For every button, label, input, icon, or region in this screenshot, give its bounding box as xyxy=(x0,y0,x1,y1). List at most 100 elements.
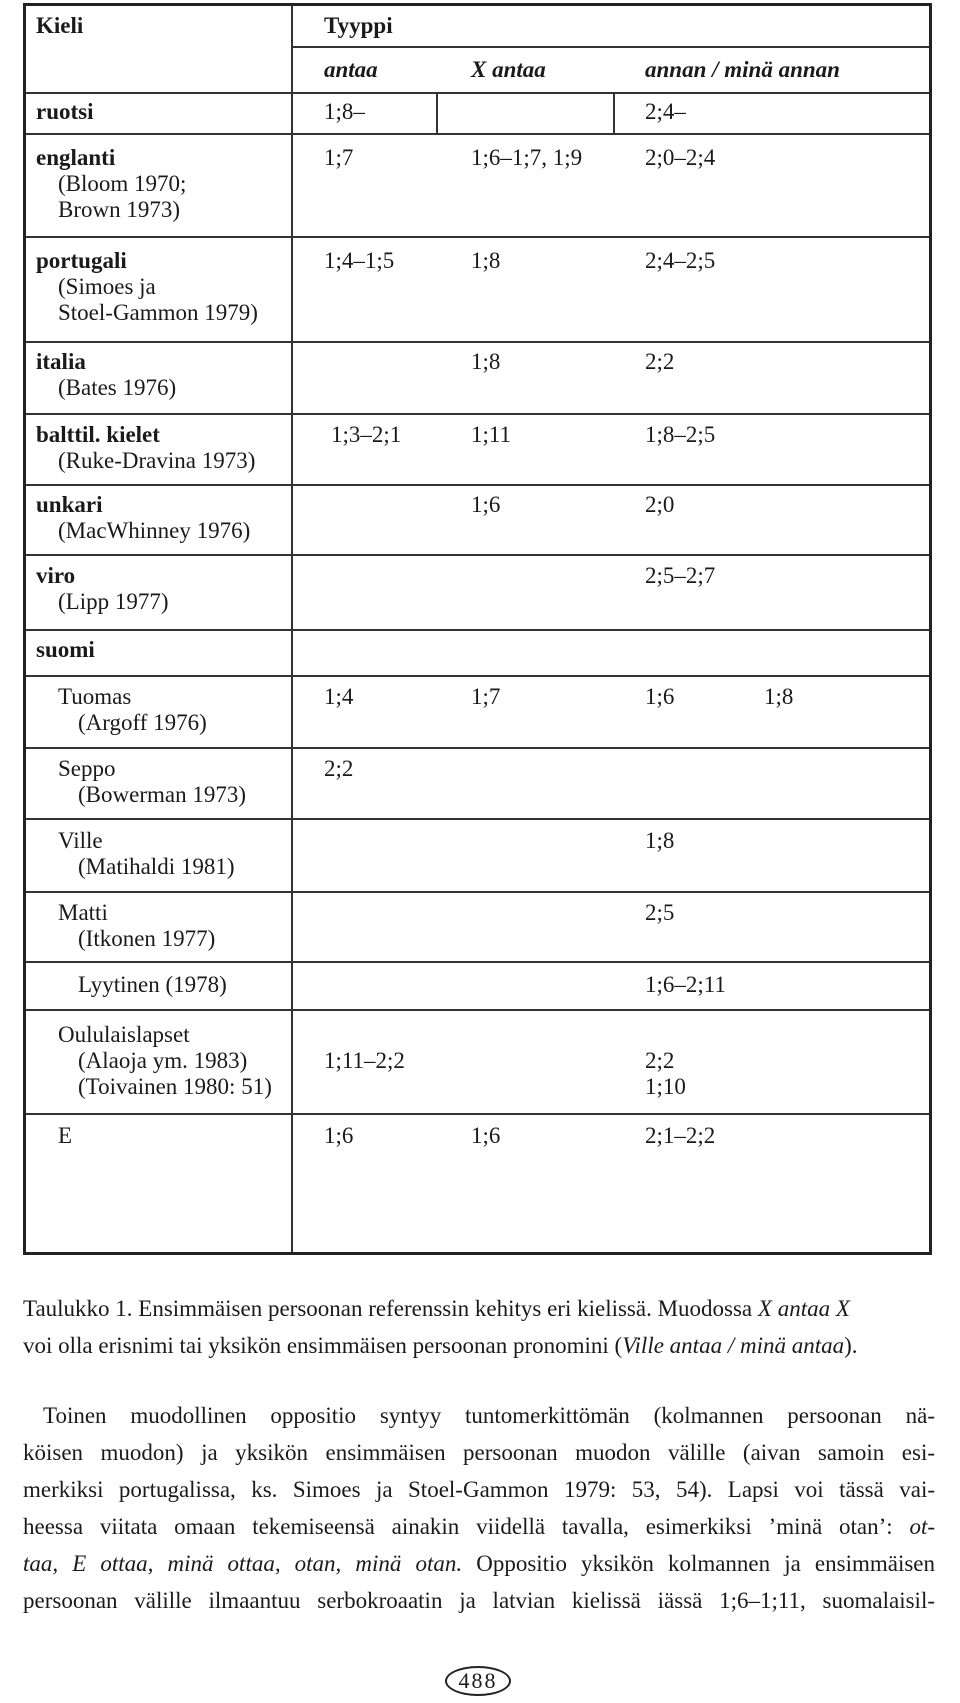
value-antaa: 1;3–2;1 xyxy=(331,422,402,447)
paragraph-text: Oppositio yksikön kolmannen ja ensimmäis… xyxy=(462,1551,935,1576)
lang-label: italia xyxy=(36,349,86,374)
value-antaa: 1;6 xyxy=(324,1123,354,1148)
row-divider xyxy=(26,92,929,94)
header-type: Tyyppi xyxy=(324,13,393,38)
row-divider xyxy=(26,1009,929,1011)
value-antaa: 2;2 xyxy=(324,756,354,781)
row-divider xyxy=(26,341,929,343)
paragraph-line: merkiksi portugalissa, ks. Simoes ja Sto… xyxy=(23,1477,935,1502)
child-name: Tuomas xyxy=(58,684,132,709)
page-number: 488 xyxy=(445,1666,511,1696)
value-annan: 2;1–2;2 xyxy=(645,1123,716,1148)
column-divider xyxy=(613,94,615,134)
caption-text: ). xyxy=(844,1333,858,1358)
row-divider xyxy=(26,961,929,963)
lang-label: portugali xyxy=(36,248,127,273)
value-x-antaa: 1;11 xyxy=(471,422,512,447)
value-x-antaa: 1;6 xyxy=(471,1123,501,1148)
child-name: Lyytinen (1978) xyxy=(78,972,227,997)
citation: (Matihaldi 1981) xyxy=(78,854,235,879)
paragraph-italic: taa, E ottaa, minä ottaa, otan, minä ota… xyxy=(23,1551,463,1576)
lang-label: viro xyxy=(36,563,76,588)
row-divider xyxy=(26,133,929,135)
citation: Brown 1973) xyxy=(58,197,181,222)
caption-line: voi olla erisnimi tai yksikön ensimmäise… xyxy=(23,1327,935,1364)
lang-label: unkari xyxy=(36,492,103,517)
child-name: Matti xyxy=(58,900,108,925)
row-divider xyxy=(26,629,929,631)
value-annan: 1;8–2;5 xyxy=(645,422,716,447)
subheader-antaa: antaa xyxy=(324,57,378,82)
lang-label: ruotsi xyxy=(36,99,94,124)
row-divider xyxy=(26,891,929,893)
paragraph-line: persoonan välille ilmaantuu serbokroaati… xyxy=(23,1588,935,1613)
paragraph-line: Toinen muodollinen oppositio syntyy tunt… xyxy=(43,1403,935,1428)
value-annan: 2;5 xyxy=(645,900,675,925)
value-annan: 2;0–2;4 xyxy=(645,145,716,170)
citation: (MacWhinney 1976) xyxy=(58,518,251,543)
paragraph-line: heessa viitata omaan tekemiseensä ainaki… xyxy=(23,1508,935,1545)
value-antaa: 1;4–1;5 xyxy=(324,248,395,273)
row-divider xyxy=(26,484,929,486)
paragraph-line: taa, E ottaa, minä ottaa, otan, minä ota… xyxy=(23,1545,935,1582)
row-divider xyxy=(26,1113,929,1115)
table-caption: Taulukko 1. Ensimmäisen persoonan refere… xyxy=(23,1290,935,1364)
paragraph-italic: ot- xyxy=(909,1514,935,1539)
value-annan: 1;8 xyxy=(645,828,675,853)
value-x-antaa: 1;6 xyxy=(471,492,501,517)
caption-italic: Ville antaa / minä antaa xyxy=(622,1333,845,1358)
value-x-antaa: 1;7 xyxy=(471,684,501,709)
subheader-annan: annan / minä annan xyxy=(645,57,840,82)
row-divider xyxy=(291,46,929,48)
citation: (Toivainen 1980: 51) xyxy=(78,1074,272,1099)
paragraph-line: köisen muodon) ja yksikön ensimmäisen pe… xyxy=(23,1440,935,1465)
lang-label: englanti xyxy=(36,145,116,170)
value-annan: 2;4–2;5 xyxy=(645,248,716,273)
value-minae-annan: 1;8 xyxy=(764,684,794,709)
row-divider xyxy=(26,818,929,820)
citation: (Ruke-Dravina 1973) xyxy=(58,448,256,473)
lang-label: balttil. kielet xyxy=(36,422,160,447)
value-antaa: 1;4 xyxy=(324,684,354,709)
value-annan: 2;5–2;7 xyxy=(645,563,716,588)
citation: (Itkonen 1977) xyxy=(78,926,216,951)
citation: (Bates 1976) xyxy=(58,375,177,400)
value-annan: 2;2 xyxy=(645,349,675,374)
row-divider xyxy=(26,675,929,677)
paragraph-text: heessa viitata omaan tekemiseensä ainaki… xyxy=(23,1514,910,1539)
value-antaa: 1;11–2;2 xyxy=(324,1048,405,1073)
value-annan: 2;0 xyxy=(645,492,675,517)
value-x-antaa: 1;8 xyxy=(471,349,501,374)
header-language: Kieli xyxy=(36,13,84,38)
citation: (Bloom 1970; xyxy=(58,171,187,196)
citation: (Simoes ja xyxy=(58,274,156,299)
value-antaa: 1;8– xyxy=(324,99,365,124)
subheader-x-antaa: X antaa xyxy=(471,57,546,82)
row-divider xyxy=(26,554,929,556)
row-divider xyxy=(26,236,929,238)
caption-text: Taulukko 1. Ensimmäisen persoonan refere… xyxy=(23,1296,758,1321)
child-name: E xyxy=(58,1123,73,1148)
row-divider xyxy=(26,413,929,415)
citation: (Bowerman 1973) xyxy=(78,782,246,807)
child-name: Seppo xyxy=(58,756,116,781)
citation: (Argoff 1976) xyxy=(78,710,207,735)
lang-label: suomi xyxy=(36,637,95,662)
value-annan: 2;4– xyxy=(645,99,686,124)
child-name: Oululaislapset xyxy=(58,1022,190,1047)
citation: Stoel-Gammon 1979) xyxy=(58,300,258,325)
value-annan: 1;6–2;11 xyxy=(645,972,726,997)
row-divider xyxy=(26,747,929,749)
value-x-antaa: 1;8 xyxy=(471,248,501,273)
value-annan: 2;2 xyxy=(645,1048,675,1073)
caption-text: voi olla erisnimi tai yksikön ensimmäise… xyxy=(23,1333,623,1358)
citation: (Lipp 1977) xyxy=(58,589,169,614)
value-annan: 1;10 xyxy=(645,1074,686,1099)
data-table: Kieli Tyyppi antaa X antaa annan / minä … xyxy=(23,3,932,1255)
value-antaa: 1;7 xyxy=(324,145,354,170)
value-x-antaa: 1;6–1;7, 1;9 xyxy=(471,145,583,170)
citation: (Alaoja ym. 1983) xyxy=(78,1048,248,1073)
body-paragraph: Toinen muodollinen oppositio syntyy tunt… xyxy=(23,1397,935,1619)
caption-italic: X antaa X xyxy=(757,1296,850,1321)
column-divider xyxy=(436,94,438,134)
